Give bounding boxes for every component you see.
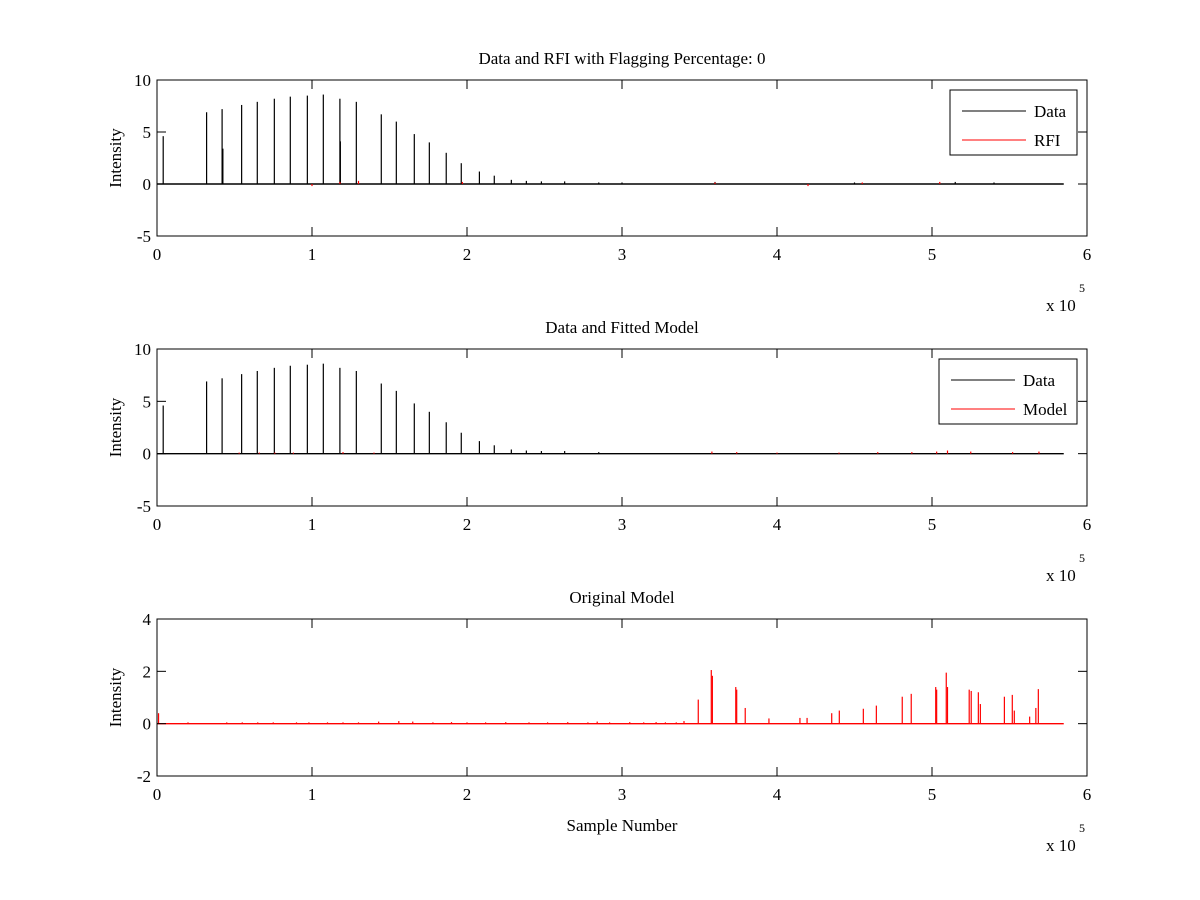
x-axis-label: Sample Number	[567, 816, 678, 835]
x-tick-label: 0	[153, 515, 162, 534]
y-tick-label: 10	[134, 340, 151, 359]
y-tick-label: 0	[143, 445, 152, 464]
x-tick-label: 0	[153, 785, 162, 804]
y-tick-label: 5	[143, 392, 152, 411]
legend-box	[949, 89, 1078, 156]
x-tick-label: 3	[618, 245, 627, 264]
x-tick-label: 1	[308, 245, 317, 264]
legend: Data RFI	[949, 89, 1078, 156]
y-tick-label: 0	[143, 715, 152, 734]
x-tick-label: 2	[463, 785, 472, 804]
legend-label-data: Data	[1034, 102, 1067, 121]
x-exponent: 5	[1079, 821, 1085, 835]
legend-label-data: Data	[1023, 371, 1056, 390]
x-tick-label: 1	[308, 785, 317, 804]
series-rfi	[311, 180, 941, 187]
series-data	[157, 94, 1064, 185]
x-tick-label: 6	[1083, 245, 1092, 264]
x-tick-label: 4	[773, 245, 782, 264]
x-tick-label: 4	[773, 785, 782, 804]
y-tick-label: -5	[137, 227, 151, 246]
chart-title: Data and RFI with Flagging Percentage: 0	[478, 49, 765, 68]
y-tick-label: 10	[134, 71, 151, 90]
x-tick-label: 5	[928, 515, 937, 534]
x-exponent: 5	[1079, 281, 1085, 295]
x-exponent-label: x 10	[1046, 836, 1076, 855]
y-axis-label: Intensity	[106, 397, 125, 457]
y-tick-label: -5	[137, 497, 151, 516]
x-tick-label: 4	[773, 515, 782, 534]
legend-label-rfi: RFI	[1034, 131, 1061, 150]
x-exponent-label: x 10	[1046, 566, 1076, 585]
legend-label-model: Model	[1023, 400, 1068, 419]
y-tick-label: 2	[143, 662, 152, 681]
chart-title: Data and Fitted Model	[545, 318, 699, 337]
chart-title: Original Model	[569, 588, 675, 607]
y-tick-label: 4	[143, 610, 152, 629]
series-data	[157, 363, 1064, 455]
y-tick-label: 0	[143, 175, 152, 194]
y-tick-label: -2	[137, 767, 151, 786]
x-exponent-label: x 10	[1046, 296, 1076, 315]
x-tick-label: 1	[308, 515, 317, 534]
x-tick-label: 5	[928, 245, 937, 264]
y-axis-label: Intensity	[106, 667, 125, 727]
x-tick-label: 2	[463, 245, 472, 264]
y-tick-label: 5	[143, 123, 152, 142]
x-tick-label: 2	[463, 515, 472, 534]
x-tick-label: 6	[1083, 515, 1092, 534]
x-tick-label: 6	[1083, 785, 1092, 804]
x-tick-label: 0	[153, 245, 162, 264]
x-tick-label: 3	[618, 515, 627, 534]
legend-box	[938, 358, 1078, 425]
x-exponent: 5	[1079, 551, 1085, 565]
series-model	[238, 450, 1040, 454]
legend: Data Model	[938, 358, 1078, 425]
series-model	[157, 670, 1064, 725]
y-axis-label: Intensity	[106, 128, 125, 188]
x-tick-label: 3	[618, 785, 627, 804]
x-tick-label: 5	[928, 785, 937, 804]
